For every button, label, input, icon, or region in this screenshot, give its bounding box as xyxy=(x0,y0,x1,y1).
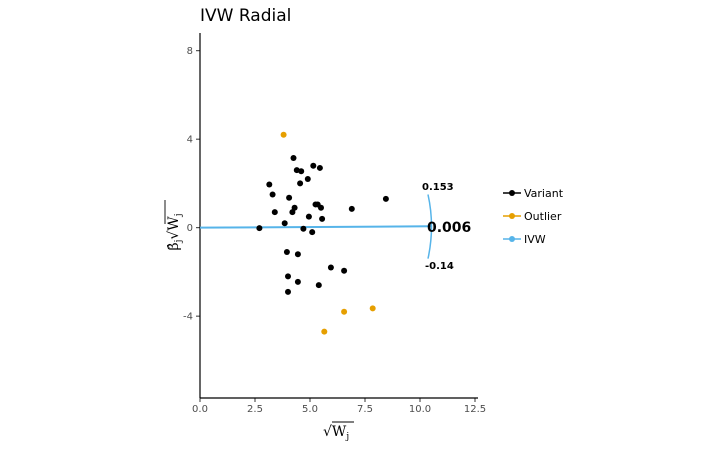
variant-point xyxy=(285,273,291,280)
variant-point xyxy=(309,229,316,236)
variant-point xyxy=(310,162,317,169)
variant-point xyxy=(294,251,301,258)
outlier-point xyxy=(321,328,328,335)
x-tick-label: 5.0 xyxy=(302,404,318,415)
variant-point xyxy=(294,278,301,285)
x-tick-label: 0.0 xyxy=(192,404,208,415)
outlier-point xyxy=(369,305,376,312)
ivw-ci-arc xyxy=(427,194,433,259)
svg-text:Variant: Variant xyxy=(524,187,564,200)
variant-point xyxy=(290,154,297,161)
variant-point xyxy=(348,205,355,212)
variant-point xyxy=(285,288,291,295)
x-axis-label: √Wj xyxy=(323,421,354,442)
ivw-line-layer xyxy=(199,194,433,259)
variant-point xyxy=(300,225,307,232)
x-tick-label: 10.0 xyxy=(409,404,431,415)
variant-point xyxy=(315,282,322,289)
variant-point xyxy=(298,168,305,175)
chart-title: IVW Radial xyxy=(200,6,291,26)
y-tick-label: -4 xyxy=(183,312,193,323)
outlier-point xyxy=(341,308,348,315)
outlier-point xyxy=(280,131,287,138)
variant-point xyxy=(304,176,311,182)
variant-point xyxy=(341,267,348,274)
variant-point xyxy=(291,204,298,211)
variant-point xyxy=(286,194,293,201)
annotation-upper: 0.153 xyxy=(422,182,454,193)
variant-point xyxy=(327,264,334,271)
x-tick-label: 7.5 xyxy=(357,404,373,415)
legend-item-variant: Variant xyxy=(503,187,564,200)
legend-item-outlier: Outlier xyxy=(503,210,562,223)
variant-point xyxy=(316,164,323,171)
ivw-fit-line xyxy=(199,225,432,229)
legend: Variant Outlier IVW xyxy=(503,187,564,246)
annotation-lower: -0.14 xyxy=(425,261,454,272)
svg-text:IVW: IVW xyxy=(524,233,546,246)
data-points xyxy=(256,131,389,335)
variant-point xyxy=(269,191,276,198)
variant-point xyxy=(271,209,278,216)
legend-item-ivw: IVW xyxy=(503,233,546,246)
svg-text:Outlier: Outlier xyxy=(524,210,562,223)
variant-point xyxy=(382,195,389,202)
variant-point xyxy=(256,225,263,232)
variant-point xyxy=(289,209,296,216)
x-tick-label: 2.5 xyxy=(247,404,263,415)
svg-text:β̂j√Wj: β̂j√Wj xyxy=(166,214,184,251)
variant-point xyxy=(318,204,324,211)
y-tick-label: 4 xyxy=(187,135,193,146)
y-tick-label: 8 xyxy=(187,46,193,57)
variant-point xyxy=(283,249,290,255)
variant-point xyxy=(266,181,273,188)
variant-point xyxy=(305,213,312,220)
y-axis-label: β̂j√Wj xyxy=(164,200,184,251)
y-axis-ticks: -4 0 4 8 xyxy=(183,46,200,323)
y-tick-label: 0 xyxy=(187,223,193,234)
x-tick-label: 12.5 xyxy=(464,404,486,415)
annotation-estimate: 0.006 xyxy=(427,220,471,236)
x-axis-ticks: 0.0 2.5 5.0 7.5 10.0 12.5 xyxy=(192,398,486,415)
variant-point xyxy=(319,215,326,222)
svg-text:√Wj: √Wj xyxy=(323,424,349,442)
variant-point xyxy=(297,180,304,187)
variant-point xyxy=(281,220,288,227)
